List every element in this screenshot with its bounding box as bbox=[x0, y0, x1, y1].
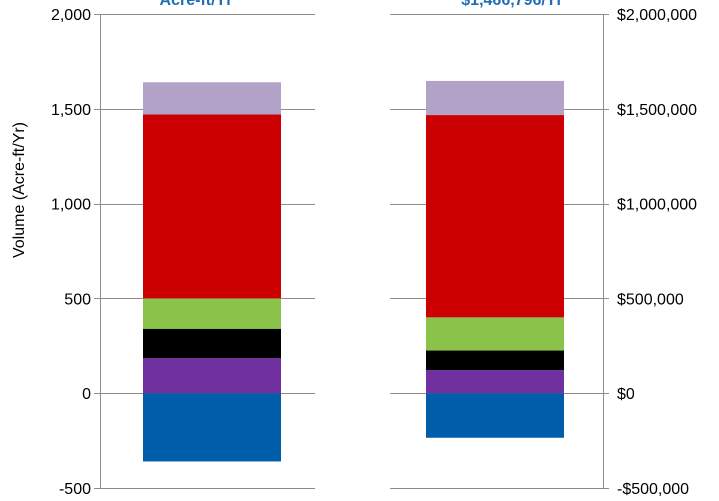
bar-1-segment-2 bbox=[143, 358, 281, 394]
left-tick-label-1: 1,500 bbox=[51, 102, 91, 119]
bar-1-segment-6 bbox=[143, 82, 281, 115]
right-tick-label-4: $0 bbox=[617, 386, 635, 403]
bar-2-segment-4 bbox=[426, 317, 564, 351]
bar-1-segment-3 bbox=[143, 328, 281, 359]
bar-2-header: $1,466,796/Yr bbox=[461, 0, 562, 9]
left-tick-label-0: 2,000 bbox=[51, 7, 91, 24]
right-tick-label-5: -$500,000 bbox=[617, 481, 689, 498]
labels: 2,000 1,500 1,000 500 0 -500 $2,000,000 $1,500,… bbox=[11, 0, 697, 498]
bar-2-segment-2 bbox=[426, 370, 564, 394]
right-tick-label-2: $1,000,000 bbox=[617, 197, 697, 214]
bar-1-segment-5 bbox=[143, 114, 281, 299]
right-tick-label-3: $500,000 bbox=[617, 291, 684, 308]
right-tick-label-0: $2,000,000 bbox=[617, 7, 697, 24]
left-tick-label-2: 1,000 bbox=[51, 197, 91, 214]
bar-1-segment-1 bbox=[143, 393, 281, 462]
left-axis-title: Volume (Acre-ft/Yr) bbox=[11, 122, 28, 258]
bar-2-segment-3 bbox=[426, 350, 564, 371]
left-tick-label-4: 0 bbox=[82, 386, 91, 403]
bar-2-segment-6 bbox=[426, 80, 564, 116]
left-tick-label-3: 500 bbox=[64, 291, 91, 308]
bars bbox=[143, 80, 564, 462]
right-tick-label-1: $1,500,000 bbox=[617, 102, 697, 119]
left-tick-label-5: -500 bbox=[59, 481, 91, 498]
bar-1-segment-4 bbox=[143, 298, 281, 329]
axes bbox=[94, 14, 609, 489]
bar-1-header: Acre-ft/Yr bbox=[160, 0, 233, 9]
bar-2-segment-1 bbox=[426, 393, 564, 438]
bar-2-segment-5 bbox=[426, 115, 564, 318]
